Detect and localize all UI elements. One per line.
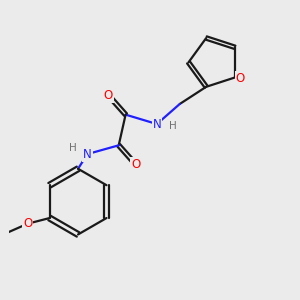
Text: N: N [83, 148, 92, 160]
Text: H: H [169, 121, 177, 130]
Text: O: O [131, 158, 140, 171]
Text: O: O [23, 217, 32, 230]
Text: O: O [236, 72, 245, 85]
Text: H: H [68, 143, 76, 153]
Text: O: O [104, 89, 113, 102]
Text: N: N [152, 118, 161, 130]
